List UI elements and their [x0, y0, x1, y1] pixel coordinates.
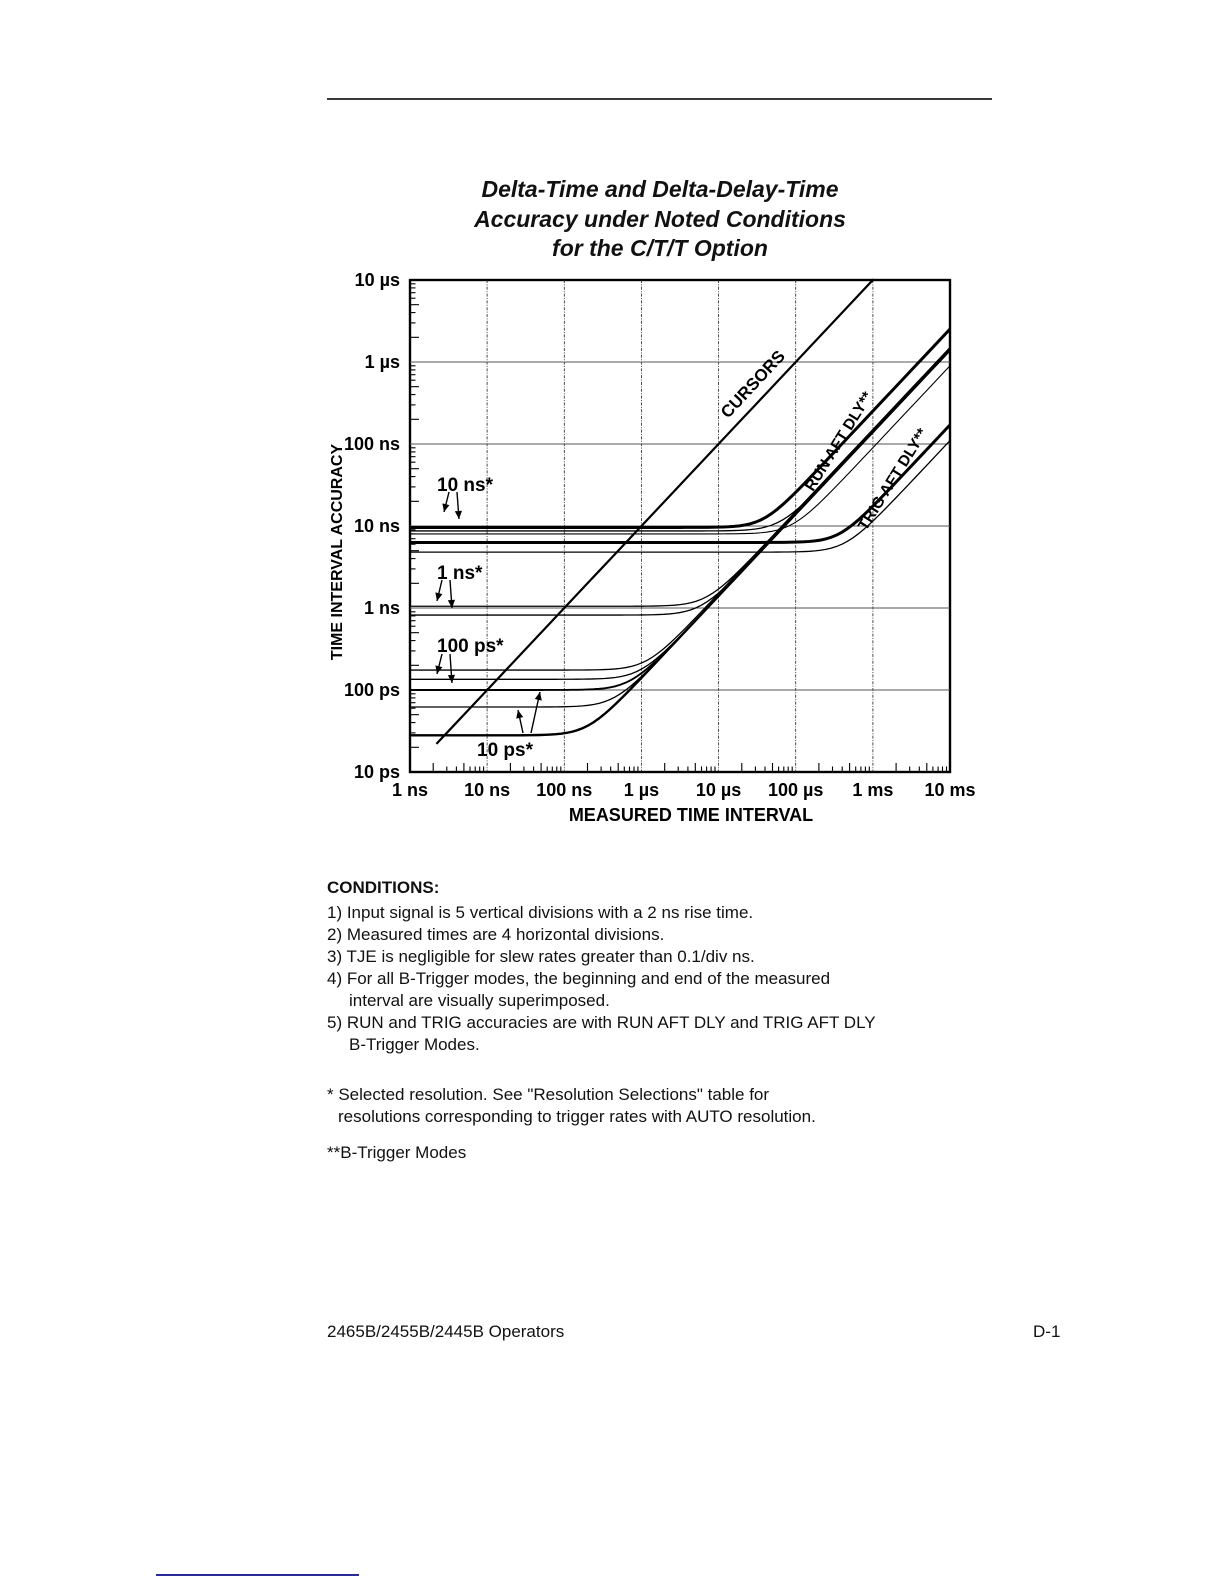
svg-text:10 ns*: 10 ns*: [437, 475, 494, 496]
svg-text:1 ms: 1 ms: [852, 780, 893, 800]
svg-text:10 µs: 10 µs: [355, 270, 400, 290]
svg-text:100 ps: 100 ps: [344, 680, 400, 700]
svg-text:1 µs: 1 µs: [365, 352, 400, 372]
svg-text:MEASURED TIME INTERVAL: MEASURED TIME INTERVAL: [569, 805, 813, 825]
svg-text:1 ns*: 1 ns*: [437, 563, 483, 584]
svg-text:TIME INTERVAL ACCURACY: TIME INTERVAL ACCURACY: [329, 444, 346, 661]
svg-text:100 µs: 100 µs: [768, 780, 823, 800]
svg-text:CURSORS: CURSORS: [717, 347, 789, 422]
svg-text:10 ps*: 10 ps*: [477, 740, 534, 761]
svg-text:1 ns: 1 ns: [364, 598, 400, 618]
svg-text:10 ns: 10 ns: [354, 516, 400, 536]
svg-text:1 µs: 1 µs: [624, 780, 659, 800]
svg-text:100 ps*: 100 ps*: [437, 636, 504, 657]
svg-text:100 ns: 100 ns: [344, 434, 400, 454]
svg-text:10 ns: 10 ns: [464, 780, 510, 800]
svg-text:1 ns: 1 ns: [392, 780, 428, 800]
svg-text:10 ps: 10 ps: [354, 762, 400, 782]
svg-text:10 ms: 10 ms: [924, 780, 975, 800]
svg-text:10 µs: 10 µs: [696, 780, 741, 800]
svg-text:TRIG AFT DLY**: TRIG AFT DLY**: [855, 425, 932, 534]
svg-text:100 ns: 100 ns: [536, 780, 592, 800]
